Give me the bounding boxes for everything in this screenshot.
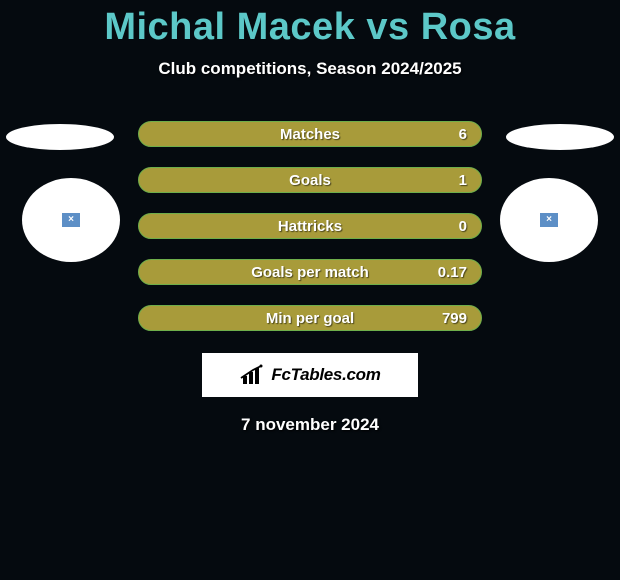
brand-text: FcTables.com	[271, 365, 380, 385]
stat-row-goals: Goals 1	[138, 167, 482, 193]
broken-image-icon	[540, 213, 558, 227]
stat-value: 6	[459, 126, 467, 143]
stat-label: Matches	[280, 126, 340, 143]
stat-value: 0.17	[438, 264, 467, 281]
broken-image-icon	[62, 213, 80, 227]
subtitle: Club competitions, Season 2024/2025	[0, 59, 620, 79]
stat-label: Goals	[289, 172, 331, 189]
stat-value: 1	[459, 172, 467, 189]
player2-name: Rosa	[421, 6, 516, 48]
stat-row-hattricks: Hattricks 0	[138, 213, 482, 239]
player1-name: Michal Macek	[104, 6, 355, 48]
stat-row-matches: Matches 6	[138, 121, 482, 147]
brand-box: FcTables.com	[202, 353, 418, 397]
player1-ellipse	[6, 124, 114, 150]
stat-row-goals-per-match: Goals per match 0.17	[138, 259, 482, 285]
comparison-title: Michal Macek vs Rosa	[0, 0, 620, 49]
stat-value: 0	[459, 218, 467, 235]
date-text: 7 november 2024	[0, 415, 620, 435]
stat-value: 799	[442, 310, 467, 327]
stat-label: Hattricks	[278, 218, 342, 235]
player2-avatar-placeholder	[500, 178, 598, 262]
player1-avatar-placeholder	[22, 178, 120, 262]
stat-label: Goals per match	[251, 264, 369, 281]
stat-row-min-per-goal: Min per goal 799	[138, 305, 482, 331]
player2-ellipse	[506, 124, 614, 150]
stat-label: Min per goal	[266, 310, 354, 327]
bar-chart-icon	[239, 364, 267, 386]
vs-text: vs	[366, 6, 409, 48]
